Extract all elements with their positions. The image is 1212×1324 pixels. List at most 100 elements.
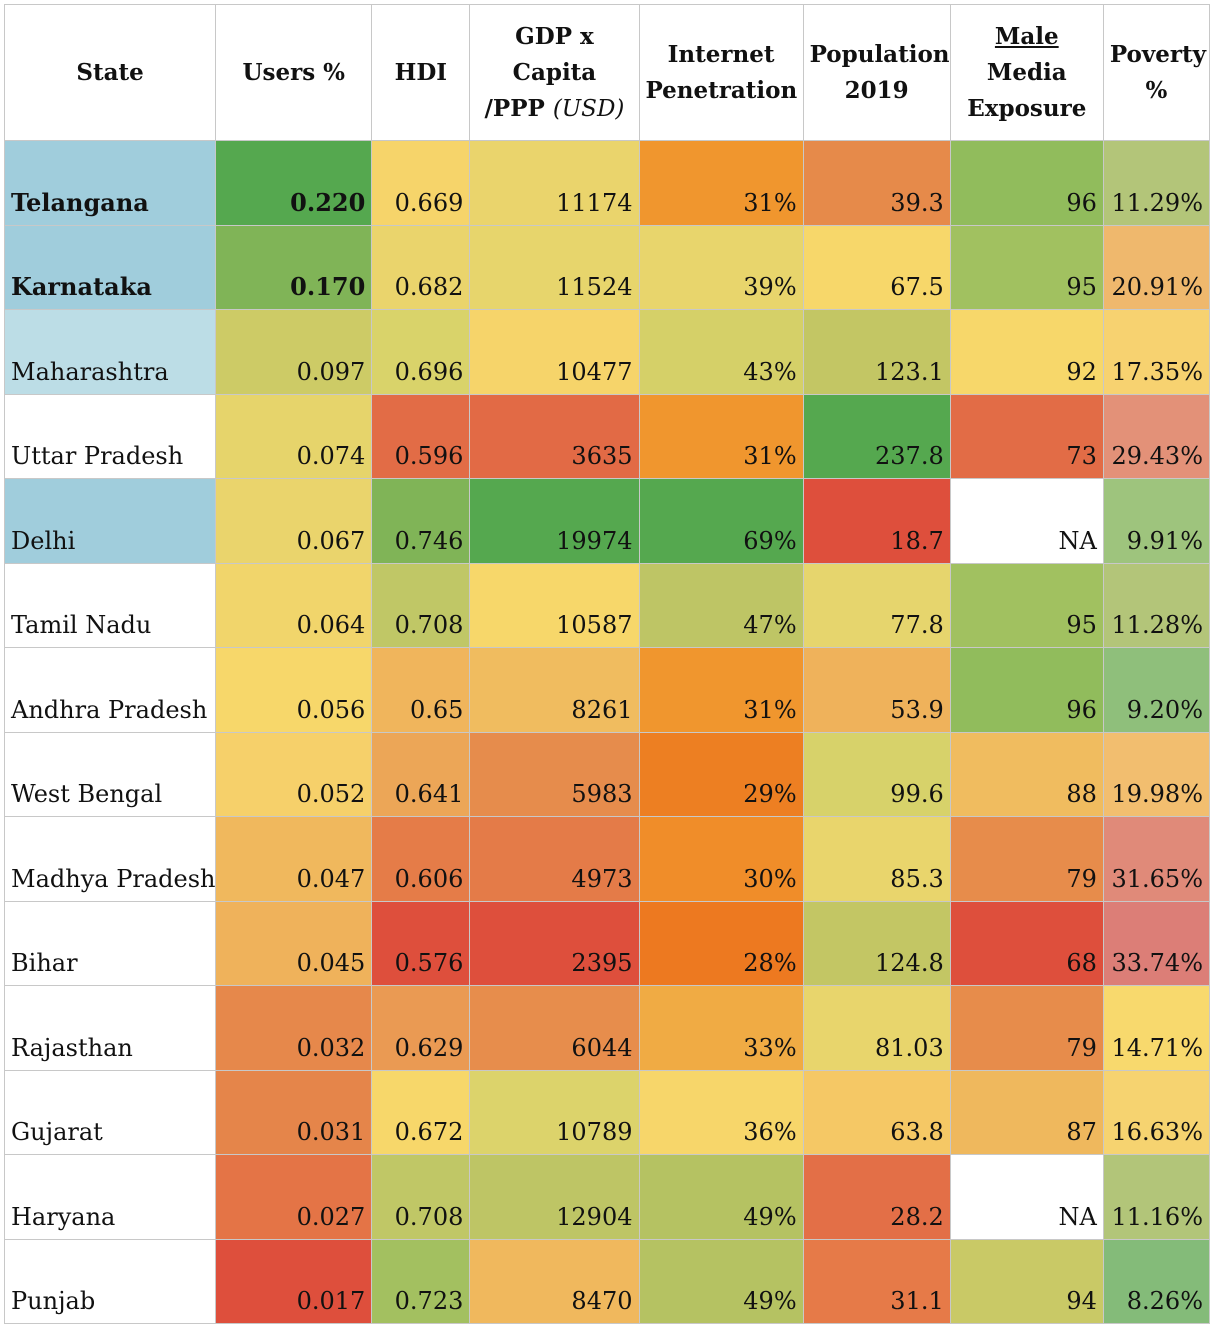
cell-gdp: 12904 [469, 1154, 640, 1240]
cell-media: 95 [949, 224, 1104, 310]
cell-media: 92 [949, 309, 1104, 395]
cell-state: Punjab [3, 1238, 217, 1324]
cell-poverty: 11.16% [1102, 1154, 1211, 1240]
cell-media: 96 [949, 140, 1104, 226]
cell-internet: 47% [638, 562, 804, 648]
cell-users: 0.056 [215, 647, 373, 733]
cell-media: 68 [949, 900, 1104, 986]
table-row: Delhi 0.067 0.746 19974 69% 18.7 NA 9.91% [3, 478, 1211, 564]
header-hdi: HDI [371, 4, 471, 141]
cell-population: 81.03 [802, 985, 951, 1071]
cell-state: Gujarat [3, 1069, 217, 1155]
header-media: Male Media Exposure [949, 4, 1104, 141]
cell-gdp: 8470 [469, 1238, 640, 1324]
cell-poverty: 31.65% [1102, 816, 1211, 902]
cell-state: Telangana [3, 140, 217, 226]
cell-poverty: 29.43% [1102, 393, 1211, 479]
table-row: Gujarat 0.031 0.672 10789 36% 63.8 87 16.63% [3, 1069, 1211, 1155]
cell-hdi: 0.65 [371, 647, 471, 733]
cell-media: 94 [949, 1238, 1104, 1324]
table-row: Andhra Pradesh 0.056 0.65 8261 31% 53.9 96 9.20… [3, 647, 1211, 733]
cell-internet: 49% [638, 1154, 804, 1240]
cell-hdi: 0.708 [371, 1154, 471, 1240]
cell-hdi: 0.696 [371, 309, 471, 395]
table-row: Bihar 0.045 0.576 2395 28% 124.8 68 33.74% [3, 900, 1211, 986]
cell-poverty: 19.98% [1102, 731, 1211, 817]
cell-media: 79 [949, 816, 1104, 902]
cell-state: Delhi [3, 478, 217, 564]
cell-poverty: 20.91% [1102, 224, 1211, 310]
cell-state: Rajasthan [3, 985, 217, 1071]
header-users: Users % [215, 4, 373, 141]
cell-internet: 29% [638, 731, 804, 817]
cell-users: 0.045 [215, 900, 373, 986]
cell-users: 0.017 [215, 1238, 373, 1324]
cell-poverty: 8.26% [1102, 1238, 1211, 1324]
cell-gdp: 4973 [469, 816, 640, 902]
cell-gdp: 11174 [469, 140, 640, 226]
cell-hdi: 0.606 [371, 816, 471, 902]
header-row: State Users % HDI GDP x Capita/PPP (USD)… [3, 4, 1211, 141]
cell-gdp: 11524 [469, 224, 640, 310]
cell-media: 95 [949, 562, 1104, 648]
cell-internet: 31% [638, 647, 804, 733]
cell-hdi: 0.723 [371, 1238, 471, 1324]
cell-users: 0.097 [215, 309, 373, 395]
cell-hdi: 0.576 [371, 900, 471, 986]
cell-population: 237.8 [802, 393, 951, 479]
cell-media: 87 [949, 1069, 1104, 1155]
gdp-unit: (USD) [552, 95, 625, 122]
cell-hdi: 0.672 [371, 1069, 471, 1155]
cell-poverty: 16.63% [1102, 1069, 1211, 1155]
cell-gdp: 8261 [469, 647, 640, 733]
cell-internet: 30% [638, 816, 804, 902]
table-row: Rajasthan 0.032 0.629 6044 33% 81.03 79 14.71% [3, 985, 1211, 1071]
cell-population: 67.5 [802, 224, 951, 310]
cell-state: Karnataka [3, 224, 217, 310]
cell-users: 0.031 [215, 1069, 373, 1155]
cell-population: 28.2 [802, 1154, 951, 1240]
cell-population: 53.9 [802, 647, 951, 733]
cell-population: 85.3 [802, 816, 951, 902]
cell-users: 0.052 [215, 731, 373, 817]
cell-gdp: 10789 [469, 1069, 640, 1155]
cell-poverty: 9.91% [1102, 478, 1211, 564]
cell-media: 73 [949, 393, 1104, 479]
table-row: Maharashtra 0.097 0.696 10477 43% 123.1 92 17.3… [3, 309, 1211, 395]
heatmap-table: State Users % HDI GDP x Capita/PPP (USD)… [3, 4, 1211, 1324]
cell-hdi: 0.629 [371, 985, 471, 1071]
cell-hdi: 0.746 [371, 478, 471, 564]
cell-population: 124.8 [802, 900, 951, 986]
cell-media: 79 [949, 985, 1104, 1071]
cell-population: 63.8 [802, 1069, 951, 1155]
table-row: Punjab 0.017 0.723 8470 49% 31.1 94 8.26% [3, 1238, 1211, 1324]
cell-population: 31.1 [802, 1238, 951, 1324]
cell-poverty: 33.74% [1102, 900, 1211, 986]
header-state: State [3, 4, 217, 141]
cell-hdi: 0.641 [371, 731, 471, 817]
cell-state: Bihar [3, 900, 217, 986]
cell-gdp: 6044 [469, 985, 640, 1071]
cell-internet: 33% [638, 985, 804, 1071]
cell-poverty: 14.71% [1102, 985, 1211, 1071]
cell-internet: 31% [638, 393, 804, 479]
cell-media: NA [949, 478, 1104, 564]
cell-population: 77.8 [802, 562, 951, 648]
header-population: Population 2019 [802, 4, 951, 141]
cell-users: 0.027 [215, 1154, 373, 1240]
cell-media: NA [949, 1154, 1104, 1240]
cell-users: 0.220 [215, 140, 373, 226]
cell-population: 123.1 [802, 309, 951, 395]
cell-gdp: 10587 [469, 562, 640, 648]
cell-gdp: 10477 [469, 309, 640, 395]
table-row: Telangana 0.220 0.669 11174 31% 39.3 96 11.29% [3, 140, 1211, 226]
cell-internet: 69% [638, 478, 804, 564]
cell-internet: 28% [638, 900, 804, 986]
cell-gdp: 19974 [469, 478, 640, 564]
cell-media: 96 [949, 647, 1104, 733]
cell-state: Madhya Pradesh [3, 816, 217, 902]
cell-state: Tamil Nadu [3, 562, 217, 648]
cell-users: 0.047 [215, 816, 373, 902]
cell-population: 39.3 [802, 140, 951, 226]
cell-users: 0.170 [215, 224, 373, 310]
